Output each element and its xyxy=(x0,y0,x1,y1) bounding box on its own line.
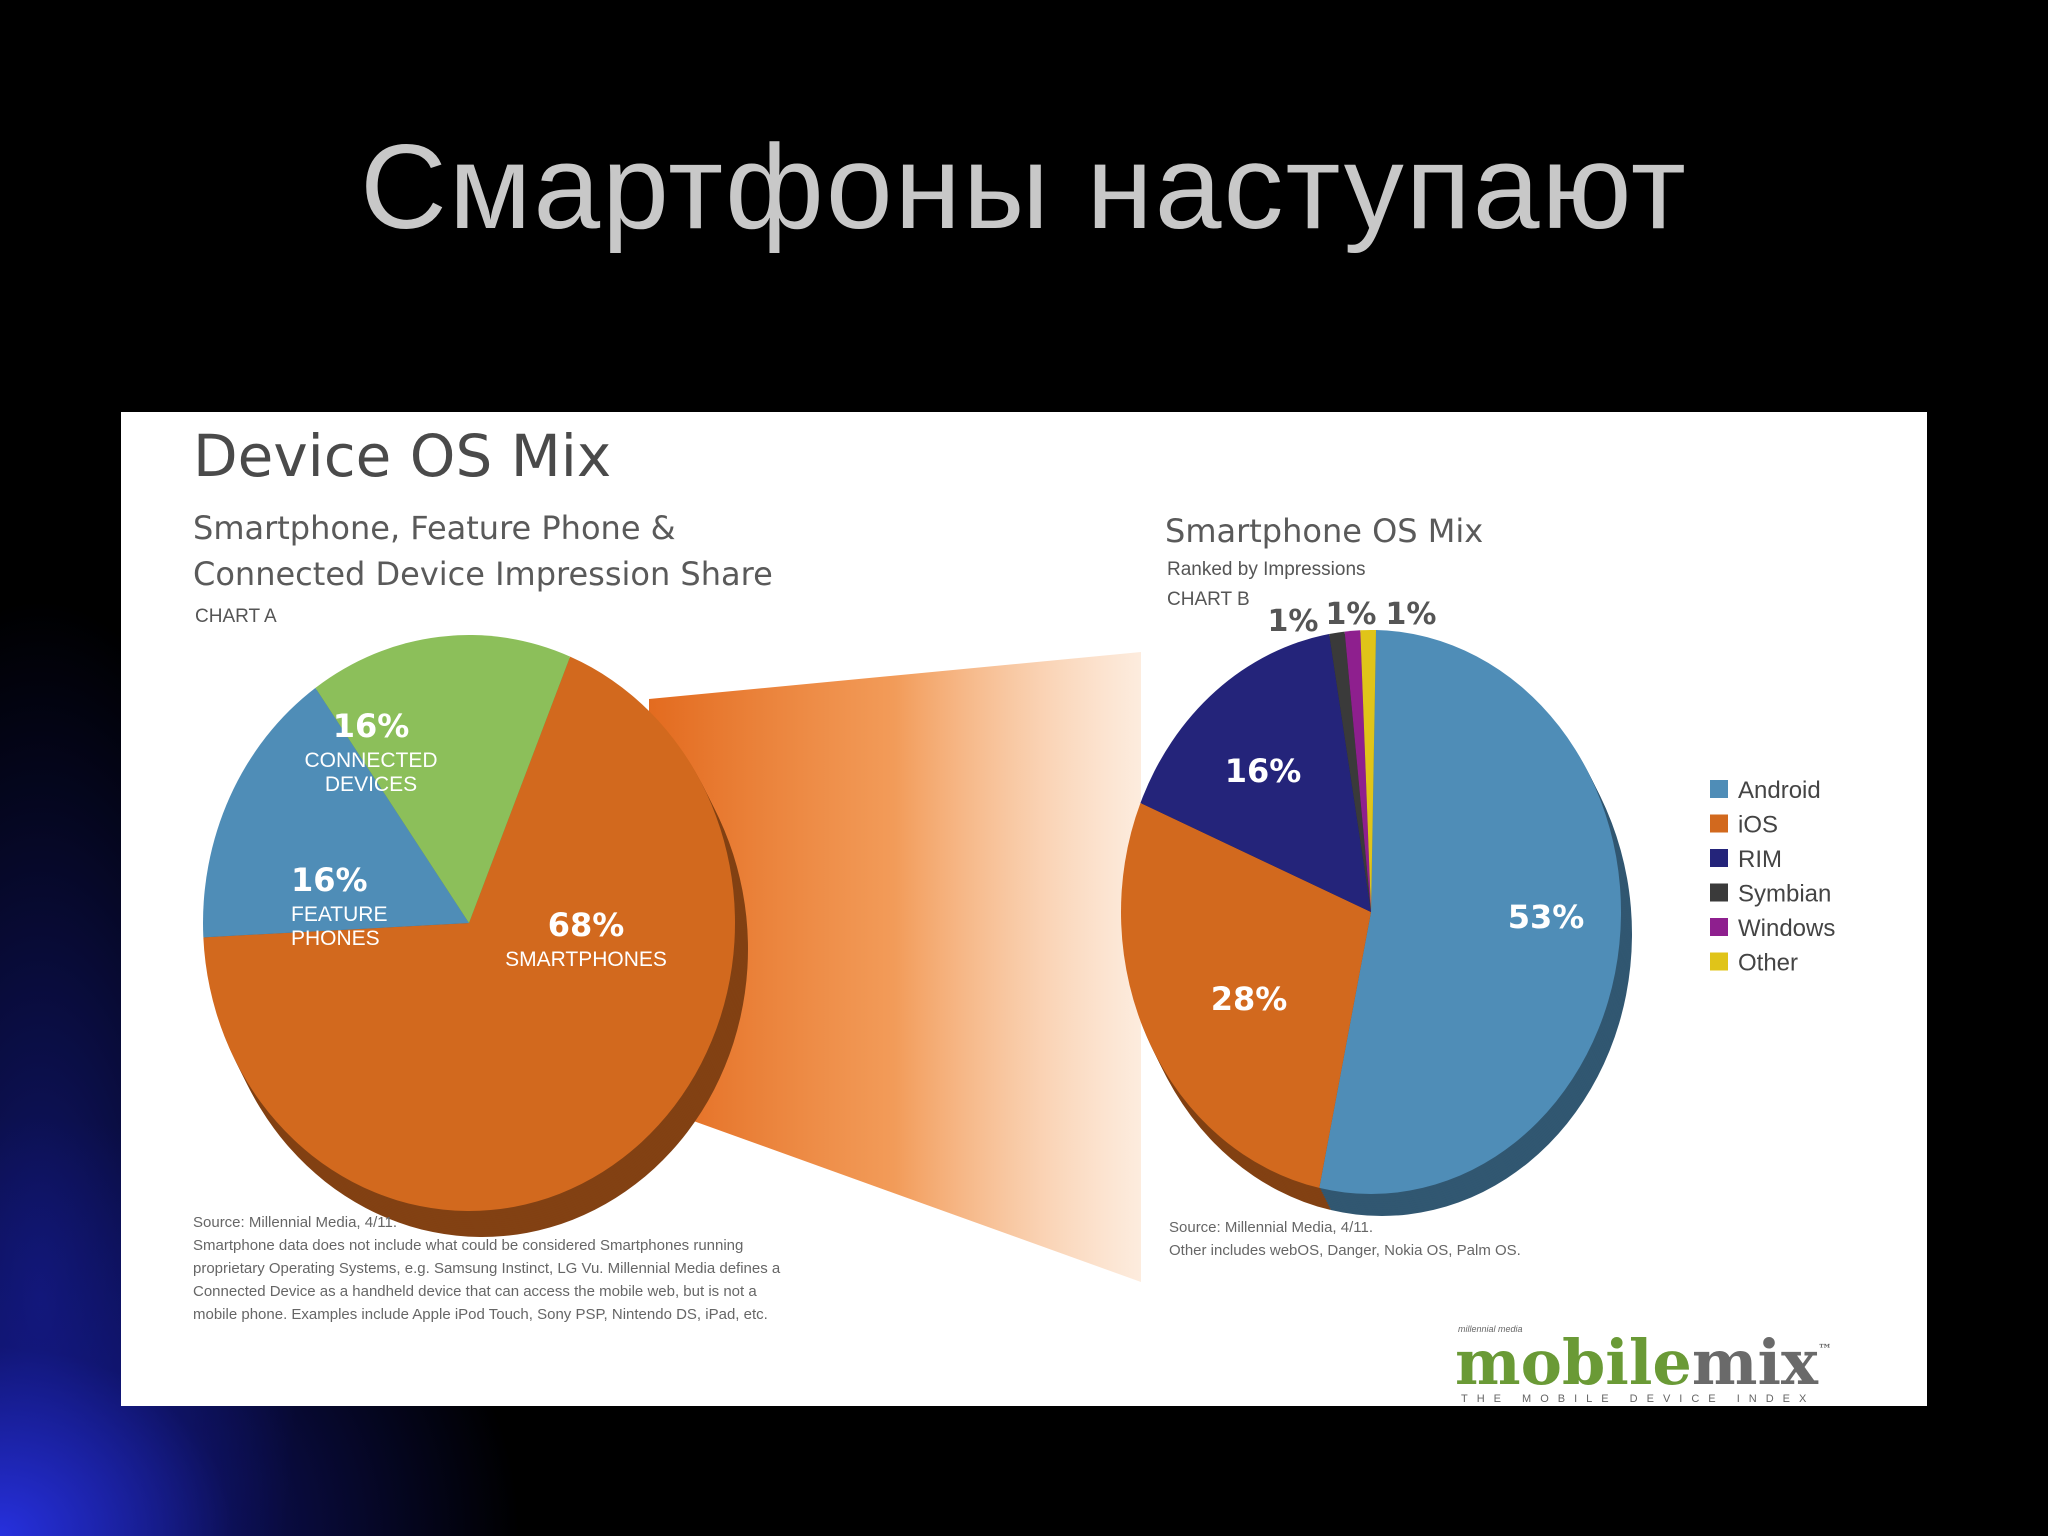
chart-a-label: CHART A xyxy=(195,606,277,627)
mobilemix-logo: millennial media mobilemix™ THE MOBILE D… xyxy=(1455,1324,1832,1405)
pie-slice-connected-devices xyxy=(315,635,571,923)
legend-swatch-other xyxy=(1710,952,1728,971)
pie-label-name-connected-devices: DEVICES xyxy=(325,773,417,796)
pie-label-pct-other: 1% xyxy=(1386,597,1437,632)
pie-slice-windows xyxy=(1344,630,1371,912)
chart-a-source-line: Source: Millennial Media, 4/11. xyxy=(193,1214,397,1231)
slide-title: Смартфоны наступают xyxy=(360,120,1688,254)
legend-swatch-windows xyxy=(1710,918,1728,936)
legend-swatch-rim xyxy=(1710,849,1728,867)
logo-small-text: millennial media xyxy=(1458,1324,1523,1334)
legend-swatch-symbian xyxy=(1710,883,1728,902)
legend-swatch-ios xyxy=(1710,814,1728,833)
pie-slice-other xyxy=(1360,630,1376,912)
legend-swatch-android xyxy=(1710,780,1728,798)
legend-label-symbian: Symbian xyxy=(1738,881,1831,908)
connector-band xyxy=(649,652,1141,1282)
pie-slice-feature-phones xyxy=(203,687,469,938)
pie-label-pct-smartphones: 68% xyxy=(548,906,625,944)
infographic-panel: Device OS Mix Smartphone, Feature Phone … xyxy=(121,412,1927,1406)
pie-label-pct-symbian: 1% xyxy=(1268,604,1319,639)
pie-slice-rim xyxy=(1140,633,1371,912)
pie-label-pct-ios: 28% xyxy=(1211,980,1288,1018)
legend-label-rim: RIM xyxy=(1738,846,1782,873)
chart-a-source-line: Smartphone data does not include what co… xyxy=(193,1237,743,1254)
pie-label-name-smartphones: SMARTPHONES xyxy=(505,948,667,971)
chart-b-pie: 53% 28% 16% xyxy=(1121,630,1633,1216)
pie-label-pct-feature-phones: 16% xyxy=(291,861,368,899)
chart-a-source-line: mobile phone. Examples include Apple iPo… xyxy=(193,1306,768,1323)
legend-label-android: Android xyxy=(1738,777,1821,804)
device-os-mix-chart: Device OS Mix Smartphone, Feature Phone … xyxy=(193,422,1835,1405)
logo-wordmark: mobilemix™ xyxy=(1455,1326,1832,1399)
chart-b-ranked-by: Ranked by Impressions xyxy=(1167,559,1366,580)
chart-a-subtitle-line1: Smartphone, Feature Phone & xyxy=(193,509,676,547)
chart-b-source-line: Source: Millennial Media, 4/11. xyxy=(1169,1219,1373,1236)
pie-label-pct-connected-devices: 16% xyxy=(333,707,410,745)
pie-slice-symbian xyxy=(1329,631,1371,912)
chart-b-small-slice-labels: 1% 1% 1% xyxy=(1268,597,1437,639)
legend-label-windows: Windows xyxy=(1738,915,1835,942)
pie-label-pct-windows: 1% xyxy=(1326,597,1377,632)
pie-slice-ios xyxy=(1121,802,1371,1188)
logo-tagline: THE MOBILE DEVICE INDEX xyxy=(1461,1393,1815,1405)
pie-label-name-connected-devices: CONNECTED xyxy=(304,749,437,772)
panel-title: Device OS Mix xyxy=(193,422,611,490)
chart-a-subtitle-line2: Connected Device Impression Share xyxy=(193,555,773,593)
chart-b-legend: Android iOS RIM Symbian Windows Other xyxy=(1710,777,1835,977)
chart-a-source-line: Connected Device as a handheld device th… xyxy=(193,1283,757,1300)
legend-label-ios: iOS xyxy=(1738,812,1778,839)
chart-b-source-note: Source: Millennial Media, 4/11. Other inc… xyxy=(1169,1219,1521,1259)
pie-label-name-feature-phones: PHONES xyxy=(291,927,380,950)
chart-b-subtitle: Smartphone OS Mix xyxy=(1165,512,1483,550)
chart-b-source-line: Other includes webOS, Danger, Nokia OS, … xyxy=(1169,1242,1521,1259)
pie-slice-smartphones xyxy=(203,656,735,1212)
pie-label-pct-rim: 16% xyxy=(1225,752,1302,790)
pie-slice-android xyxy=(1319,630,1622,1194)
legend-label-other: Other xyxy=(1738,950,1798,977)
chart-b-label: CHART B xyxy=(1167,589,1250,610)
pie-label-pct-android: 53% xyxy=(1508,898,1585,936)
chart-a-source-note: Source: Millennial Media, 4/11. Smartphon… xyxy=(193,1214,781,1323)
chart-a-source-line: proprietary Operating Systems, e.g. Sams… xyxy=(193,1260,781,1277)
pie-label-name-feature-phones: FEATURE xyxy=(291,903,387,926)
